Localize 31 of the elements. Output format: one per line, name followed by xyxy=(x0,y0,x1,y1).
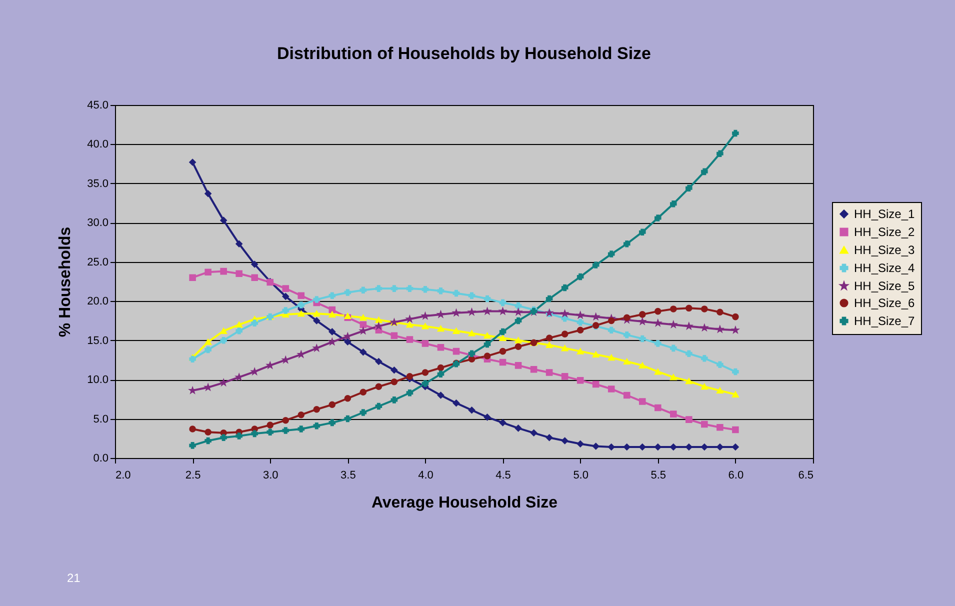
chart-title: Distribution of Households by Household Size xyxy=(276,44,652,63)
x-tick-label: 2.0 xyxy=(116,470,131,482)
legend-label: HH_Size_2 xyxy=(854,225,916,239)
x-tick-label: 2.5 xyxy=(185,470,201,482)
text: 21 xyxy=(67,571,81,585)
legend-label: HH_Size_5 xyxy=(854,279,916,293)
x-tick-label: 6.5 xyxy=(798,470,814,482)
y-tick-label: 30.0 xyxy=(87,217,108,230)
y-tick-label: 10.0 xyxy=(87,374,108,386)
y-tick-label: 5.0 xyxy=(93,413,108,426)
y-tick-label: 20.0 xyxy=(87,296,108,308)
y-tick-label: 35.0 xyxy=(87,178,108,190)
y-tick-label: 40.0 xyxy=(87,138,108,151)
y-tick-label: 0.0 xyxy=(93,452,108,464)
y-tick-label: 25.0 xyxy=(87,256,108,268)
x-tick-label: 3.0 xyxy=(262,470,278,482)
y-axis-title: % Households xyxy=(57,226,74,338)
x-tick-label: 5.0 xyxy=(573,470,588,482)
y-tick-label: 45.0 xyxy=(87,100,108,112)
x-tick-label: 5.5 xyxy=(650,470,666,482)
legend-label: HH_Size_7 xyxy=(854,314,916,328)
x-tick-label: 4.0 xyxy=(418,470,434,482)
legend-label: HH_Size_3 xyxy=(854,243,916,257)
x-tick-label: 3.5 xyxy=(340,470,356,482)
x-tick-label: 6.0 xyxy=(728,470,744,482)
legend-label: HH_Size_1 xyxy=(854,207,916,221)
x-axis-title: Average Household Size xyxy=(371,494,558,512)
legend-label: HH_Size_6 xyxy=(854,296,916,310)
x-tick-label: 4.5 xyxy=(496,470,511,482)
y-tick-label: 15.0 xyxy=(87,334,108,347)
legend-label: HH_Size_4 xyxy=(854,261,916,275)
